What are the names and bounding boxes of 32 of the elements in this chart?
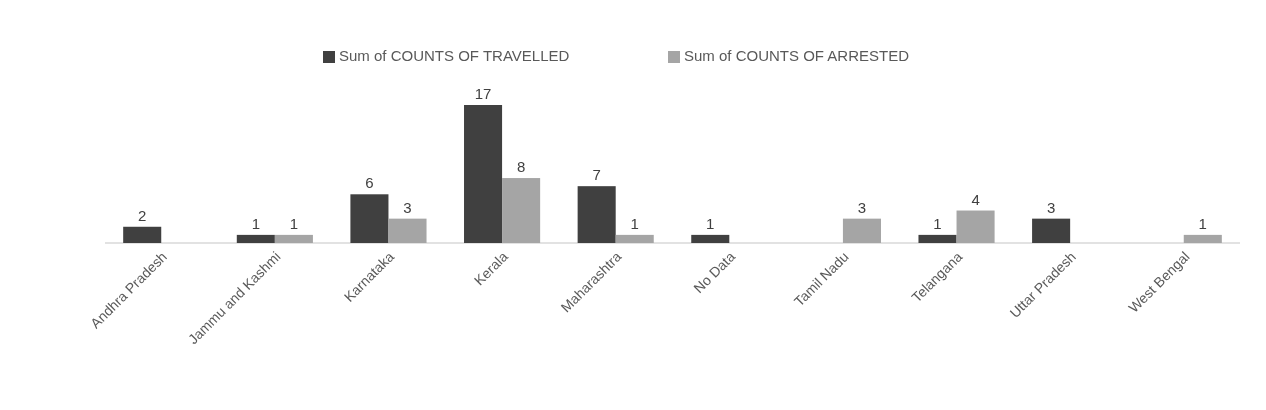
data-label: 8	[516, 158, 526, 176]
bar	[464, 105, 503, 243]
data-label: 1	[1198, 214, 1207, 232]
data-label: 3	[857, 198, 867, 216]
bar	[123, 226, 162, 243]
data-label: 1	[933, 214, 942, 232]
bar	[577, 186, 616, 243]
legend-label: Sum of COUNTS OF ARRESTED	[684, 46, 910, 64]
data-label: 17	[474, 85, 492, 102]
bar	[1032, 218, 1071, 243]
legend-label: Sum of COUNTS OF TRAVELLED	[339, 46, 570, 64]
data-label: 4	[971, 190, 980, 208]
data-label: 1	[630, 214, 639, 232]
bar	[350, 194, 389, 243]
bar	[691, 234, 730, 243]
data-label: 3	[1046, 198, 1056, 216]
bar	[918, 234, 957, 243]
bar	[615, 234, 654, 243]
data-label: 1	[289, 214, 299, 232]
bar	[502, 178, 541, 243]
bar	[956, 210, 995, 243]
data-label: 3	[403, 198, 412, 216]
data-label: 1	[251, 214, 260, 232]
bar	[236, 234, 275, 243]
data-label: 6	[365, 174, 374, 192]
data-label: 2	[138, 206, 147, 224]
data-label: 7	[592, 166, 601, 184]
bar	[1183, 234, 1222, 243]
bar	[842, 218, 881, 243]
bar	[388, 218, 427, 243]
data-label: 1	[706, 214, 715, 232]
bar	[274, 234, 313, 243]
